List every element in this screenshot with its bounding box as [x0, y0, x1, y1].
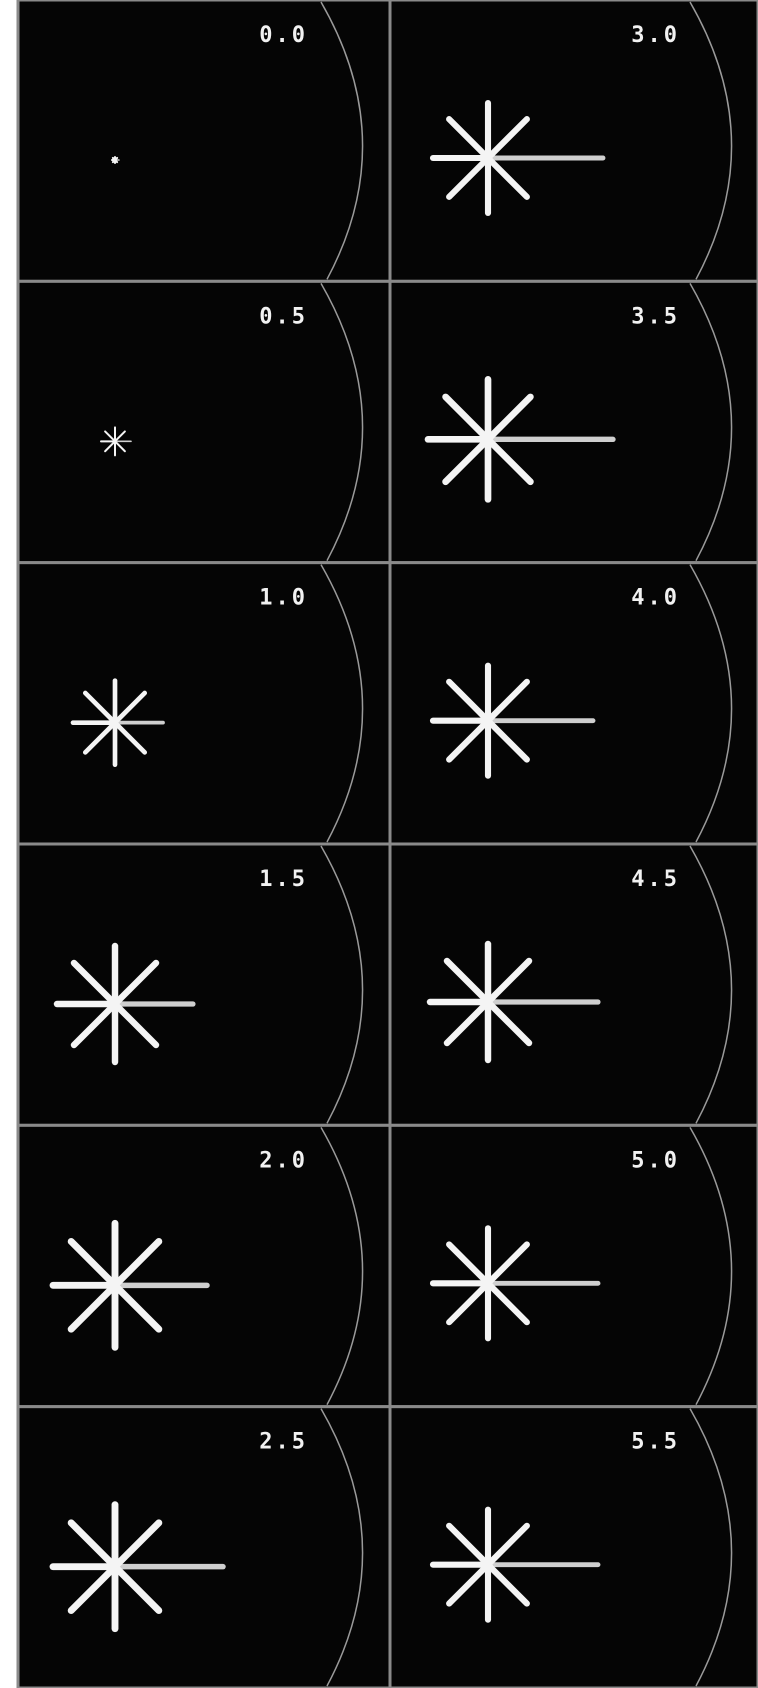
panel: 0.0	[18, 0, 390, 281]
panel: 1.0	[18, 563, 390, 844]
time-label: 1.5	[259, 867, 308, 892]
panel-frame	[18, 1407, 390, 1688]
panel-frame	[390, 1407, 758, 1688]
panel-frame	[390, 844, 758, 1125]
panel: 2.5	[18, 1407, 390, 1688]
time-label: 5.0	[631, 1148, 680, 1173]
panel: 5.5	[390, 1407, 758, 1688]
panel-frame	[18, 563, 390, 844]
panel-frame	[18, 844, 390, 1125]
time-label: 2.5	[259, 1430, 308, 1455]
panel: 4.5	[390, 844, 758, 1125]
time-label: 3.0	[631, 23, 680, 48]
time-label: 1.0	[259, 586, 308, 611]
time-label: 0.0	[259, 23, 308, 48]
panel: 0.5	[18, 281, 390, 562]
panel-frame	[18, 1125, 390, 1406]
time-label: 0.5	[259, 304, 308, 329]
panel: 3.5	[390, 281, 758, 562]
panel-frame	[390, 0, 758, 281]
panel: 4.0	[390, 563, 758, 844]
panel-frame	[390, 563, 758, 844]
panel-frame	[390, 281, 758, 562]
panel-frame	[390, 1125, 758, 1406]
time-label: 3.5	[631, 304, 680, 329]
panel: 3.0	[390, 0, 758, 281]
spray-figure: 0.0 3.0 0.5 3.5 1.0 4.0 1.5 4.5 2.0 5.0 2.5 5.5	[0, 0, 758, 1688]
panel-frame	[18, 281, 390, 562]
panel: 1.5	[18, 844, 390, 1125]
page: 0.03.00.53.51.04.01.54.52.05.02.55.5 (()…	[0, 0, 758, 1688]
time-label: 2.0	[259, 1148, 308, 1173]
panel: 5.0	[390, 1125, 758, 1406]
panel: 2.0	[18, 1125, 390, 1406]
panel-frame	[18, 0, 390, 281]
time-label: 5.5	[631, 1430, 680, 1455]
time-label: 4.5	[631, 867, 680, 892]
time-label: 4.0	[631, 586, 680, 611]
